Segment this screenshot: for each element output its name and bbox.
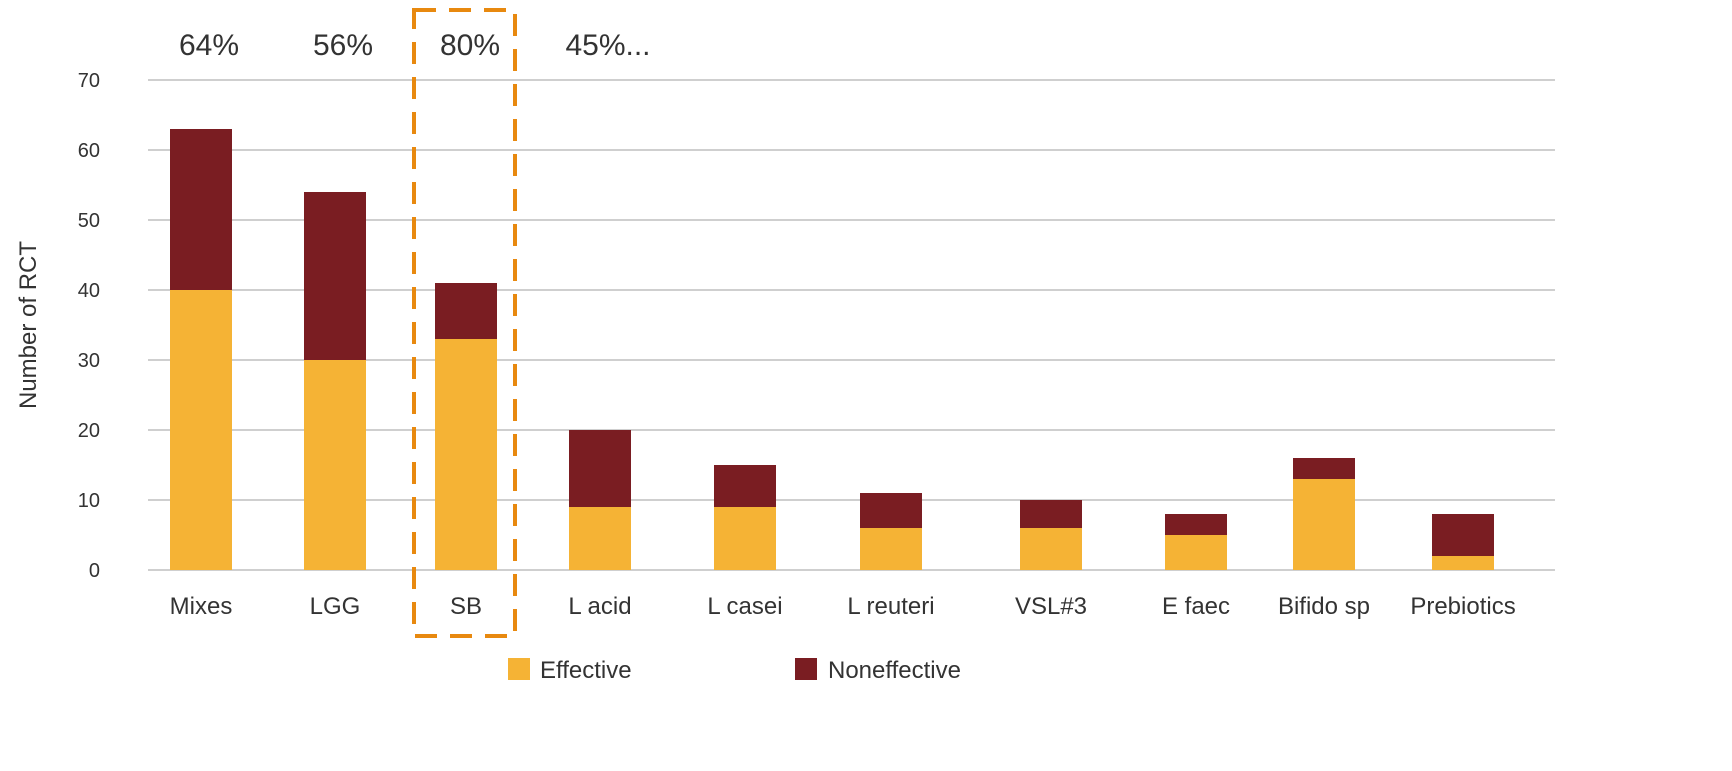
x-tick-label: Prebiotics [1410,593,1515,620]
bars [170,129,1494,570]
x-tick-label: L reuteri [847,593,934,620]
x-tick-label: Bifido sp [1278,593,1370,620]
x-tick-label: E faec [1162,593,1230,620]
bar-noneffective-e-faec [1165,514,1227,535]
bar-effective-l-casei [714,507,776,570]
bar-noneffective-l-acid [569,430,631,507]
y-tick-label: 0 [89,560,100,582]
percent-annotation: 56% [313,29,373,62]
y-axis-label: Number of RCT [15,241,42,409]
legend: Effective Noneffective [508,657,961,684]
bar-effective-lgg [304,360,366,570]
bar-effective-vsl-3 [1020,528,1082,570]
bar-effective-e-faec [1165,535,1227,570]
gridlines [148,79,1555,571]
y-tick-label: 70 [78,70,100,92]
legend-swatch-noneffective [795,658,817,680]
bar-effective-prebiotics [1432,556,1494,570]
bar-noneffective-prebiotics [1432,514,1494,556]
x-tick-label: SB [450,593,482,620]
y-tick-label: 60 [78,140,100,162]
x-tick-label: Mixes [170,593,233,620]
bar-effective-l-reuteri [860,528,922,570]
bar-noneffective-bifido-sp [1293,458,1355,479]
legend-label-effective: Effective [540,657,632,684]
percent-annotations: 64% 56% 80% 45%... [179,29,651,62]
y-tick-label: 30 [78,350,100,372]
bar-noneffective-sb [435,283,497,339]
y-tick-label: 50 [78,210,100,232]
bar-noneffective-mixes [170,129,232,290]
x-tick-labels: Mixes LGG SB L acid L casei L reuteri VSL#3 E f… [170,593,1516,620]
y-tick-label: 20 [78,420,100,442]
bar-noneffective-vsl-3 [1020,500,1082,528]
y-tick-labels: 0 10 20 30 40 50 60 70 [78,70,100,582]
percent-annotation: 64% [179,29,239,62]
legend-label-noneffective: Noneffective [828,657,961,684]
x-tick-label: LGG [310,593,361,620]
legend-swatch-effective [508,658,530,680]
bar-effective-bifido-sp [1293,479,1355,570]
x-tick-label: VSL#3 [1015,593,1087,620]
bar-effective-l-acid [569,507,631,570]
highlight-dashed-box [412,8,517,638]
percent-annotation: 80% [440,29,500,62]
percent-annotation: 45%... [565,29,650,62]
y-tick-label: 40 [78,280,100,302]
bar-effective-sb [435,339,497,570]
bar-noneffective-l-reuteri [860,493,922,528]
bar-noneffective-lgg [304,192,366,360]
y-tick-label: 10 [78,490,100,512]
x-tick-label: L casei [707,593,782,620]
bar-noneffective-l-casei [714,465,776,507]
bar-effective-mixes [170,290,232,570]
x-tick-label: L acid [568,593,631,620]
